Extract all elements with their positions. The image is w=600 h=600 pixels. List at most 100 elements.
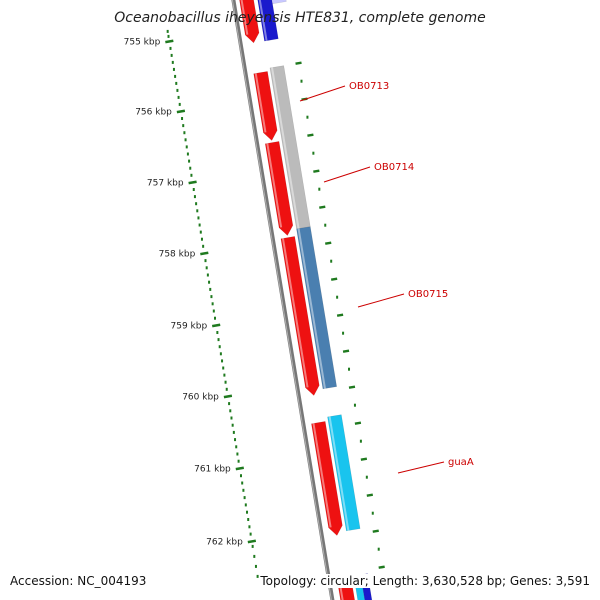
steel-feature xyxy=(296,226,337,390)
ruler-minor-tick xyxy=(248,525,251,529)
ruler-minor-tick xyxy=(235,445,238,449)
ruler-major-tick xyxy=(247,539,257,544)
outer-track-dot xyxy=(377,547,380,551)
outer-track-dot xyxy=(365,475,368,479)
blue-feature-highlight xyxy=(258,0,268,41)
ruler-minor-tick xyxy=(200,237,203,241)
outer-track-tick xyxy=(354,421,362,425)
ruler-minor-tick xyxy=(193,195,196,199)
ruler-minor-tick xyxy=(197,216,200,220)
outer-track-tick xyxy=(366,493,374,497)
outer-track-dot xyxy=(336,295,339,299)
gene-label-leader xyxy=(397,461,445,474)
ruler-minor-tick xyxy=(222,366,225,370)
ruler-major-tick xyxy=(200,251,209,256)
cyan-feature-highlight xyxy=(328,416,350,531)
cds-arrow-OB0715-highlight xyxy=(281,238,309,388)
ruler-minor-tick xyxy=(204,259,207,263)
ruler-minor-tick xyxy=(181,117,184,121)
ruler-minor-tick xyxy=(221,359,224,363)
ruler-major-tick xyxy=(235,466,245,471)
gene-label-leader xyxy=(323,166,371,183)
ruler-minor-tick xyxy=(217,338,220,342)
lavender-feature xyxy=(271,0,287,5)
ruler-minor-tick xyxy=(206,273,209,277)
outer-track-dot xyxy=(306,115,309,119)
outer-track-tick xyxy=(330,277,338,281)
gene-label-guaa: guaA xyxy=(448,457,474,468)
outer-track-tick xyxy=(336,313,344,317)
ruler-minor-tick xyxy=(249,532,252,536)
cyan-feature xyxy=(327,414,361,532)
ruler-minor-ticks xyxy=(166,29,259,578)
ruler-minor-tick xyxy=(230,416,233,420)
ruler-tick-label: 762 kbp xyxy=(206,537,243,547)
ruler-minor-tick xyxy=(211,302,214,306)
cds-arrow-OB0715 xyxy=(280,236,320,396)
outer-track-tick xyxy=(372,529,379,533)
ruler-minor-tick xyxy=(229,409,232,413)
ruler-minor-tick xyxy=(214,316,217,320)
ruler-minor-tick xyxy=(166,29,169,33)
ruler-minor-tick xyxy=(253,554,256,558)
cds-arrow-OB0713-highlight xyxy=(254,73,267,133)
outer-track-tick xyxy=(319,205,326,209)
ruler-minor-tick xyxy=(244,503,247,507)
ruler-minor-tick xyxy=(236,452,239,456)
gene-label-ob0713: OB0713 xyxy=(349,81,389,92)
ruler-minor-tick xyxy=(212,309,215,313)
ruler-minor-tick xyxy=(246,510,249,514)
ruler-minor-tick xyxy=(202,244,205,248)
ruler-minor-tick xyxy=(183,131,186,135)
steel-feature-highlight xyxy=(297,228,326,389)
ruler-minor-tick xyxy=(242,488,245,492)
outer-track-dot xyxy=(318,187,321,191)
gene-label-leader xyxy=(357,293,405,308)
feature-tracks xyxy=(239,0,373,600)
outer-track-dot xyxy=(330,259,333,263)
gray-feature-highlight xyxy=(271,67,300,229)
ruler-minor-tick xyxy=(239,474,242,478)
ruler-tick-label: 759 kbp xyxy=(171,321,208,331)
ruler-major-tick xyxy=(211,323,221,328)
ruler-minor-tick xyxy=(167,34,170,38)
ruler-minor-tick xyxy=(178,102,181,106)
ruler-minor-tick xyxy=(237,459,240,463)
ruler-minor-tick xyxy=(223,373,226,377)
cds-arrow-guaA-highlight xyxy=(312,423,332,528)
outer-track-dot xyxy=(324,223,327,227)
ruler-minor-tick xyxy=(192,188,195,192)
ruler-minor-tick xyxy=(224,380,227,384)
ruler-minor-tick xyxy=(182,124,185,128)
outer-track-dot xyxy=(348,367,351,371)
genome-summary: Topology: circular; Length: 3,630,528 bp… xyxy=(260,574,590,588)
ruler-minor-tick xyxy=(232,430,235,434)
ruler-minor-tick xyxy=(196,209,199,213)
outer-track-dot xyxy=(353,403,356,407)
outer-track-dot xyxy=(359,439,362,443)
ruler-minor-tick xyxy=(218,345,221,349)
gene-label-ob0715: OB0715 xyxy=(408,289,448,300)
ruler-minor-tick xyxy=(176,88,179,92)
ruler-minor-tick xyxy=(254,564,257,568)
ruler-minor-tick xyxy=(198,223,201,227)
ruler-minor-tick xyxy=(225,387,228,391)
outer-track-tick xyxy=(348,385,356,389)
ruler-minor-tick xyxy=(175,81,178,85)
ruler-minor-tick xyxy=(171,60,174,64)
outer-track-dot xyxy=(312,151,315,155)
outer-track-ticks xyxy=(295,61,386,587)
gene-label-ob0714: OB0714 xyxy=(374,162,414,173)
ruler-minor-tick xyxy=(210,295,213,299)
ruler-tick-label: 755 kbp xyxy=(124,37,161,47)
cds-arrow-highlight xyxy=(240,0,249,35)
ruler-major-tick xyxy=(165,39,174,44)
ruler-minor-tick xyxy=(205,266,208,270)
ruler-minor-tick xyxy=(241,481,244,485)
ruler-minor-tick xyxy=(184,138,187,142)
map-title: Oceanobacillus iheyensis HTE831, complet… xyxy=(114,10,486,26)
outer-track-tick xyxy=(307,133,314,137)
ruler-major-tick xyxy=(188,180,197,185)
